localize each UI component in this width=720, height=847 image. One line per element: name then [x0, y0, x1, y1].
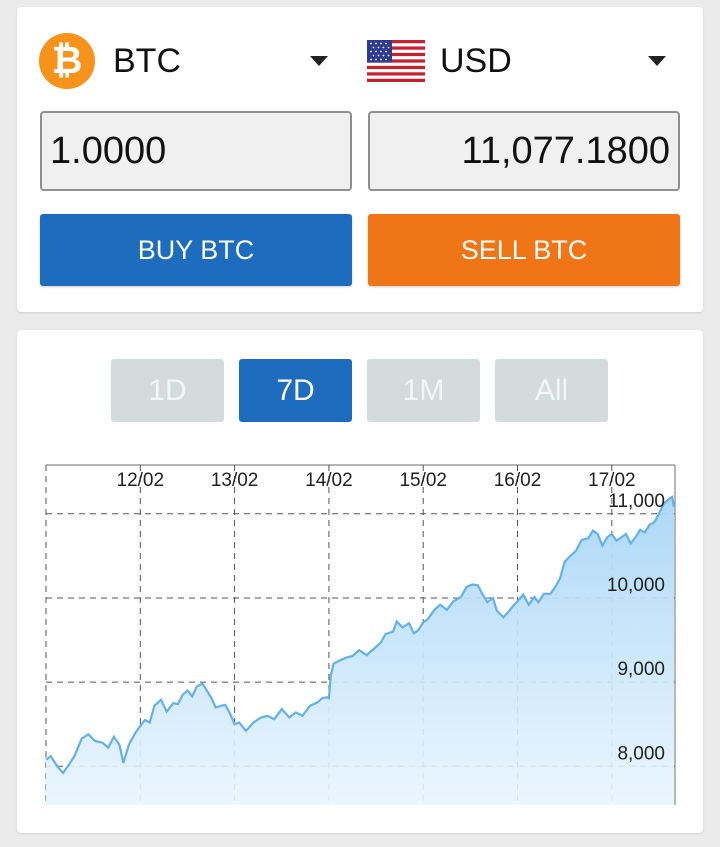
chevron-down-icon	[648, 56, 666, 66]
x-tick-label: 13/02	[211, 470, 259, 491]
range-tab-1d[interactable]: 1D	[111, 359, 224, 422]
to-amount-input[interactable]: 11,077.1800	[368, 111, 680, 191]
from-currency-select[interactable]: ₿ BTC	[39, 31, 339, 91]
x-tick-label: 16/02	[494, 470, 542, 491]
bitcoin-icon: ₿	[39, 33, 95, 89]
y-tick-label: 11,000	[608, 491, 665, 512]
y-tick-label: 9,000	[617, 659, 665, 680]
to-currency-select[interactable]: USD	[367, 31, 677, 91]
us-flag-icon	[367, 40, 425, 82]
converter-card: ₿ BTC USD 1.0000 11,077.1800 BUY	[17, 7, 703, 312]
to-currency-code: USD	[440, 41, 512, 80]
from-amount-input[interactable]: 1.0000	[40, 111, 352, 191]
y-tick-label: 8,000	[617, 743, 665, 764]
x-tick-label: 12/02	[117, 470, 165, 491]
range-tab-1m[interactable]: 1M	[367, 359, 480, 422]
x-tick-label: 15/02	[399, 470, 447, 491]
range-tab-7d[interactable]: 7D	[239, 359, 352, 422]
chevron-down-icon	[310, 56, 328, 66]
buy-button[interactable]: BUY BTC	[40, 214, 352, 286]
y-tick-label: 10,000	[607, 575, 665, 596]
x-tick-label: 17/02	[588, 470, 636, 491]
from-currency-code: BTC	[113, 41, 181, 80]
chart-card: 1D 7D 1M All 12/02 13/02 14/02 15/02 16/02 17…	[17, 330, 703, 833]
range-tab-all[interactable]: All	[495, 359, 608, 422]
price-line	[45, 495, 676, 775]
x-tick-label: 14/02	[305, 470, 353, 491]
sell-button[interactable]: SELL BTC	[368, 214, 680, 286]
